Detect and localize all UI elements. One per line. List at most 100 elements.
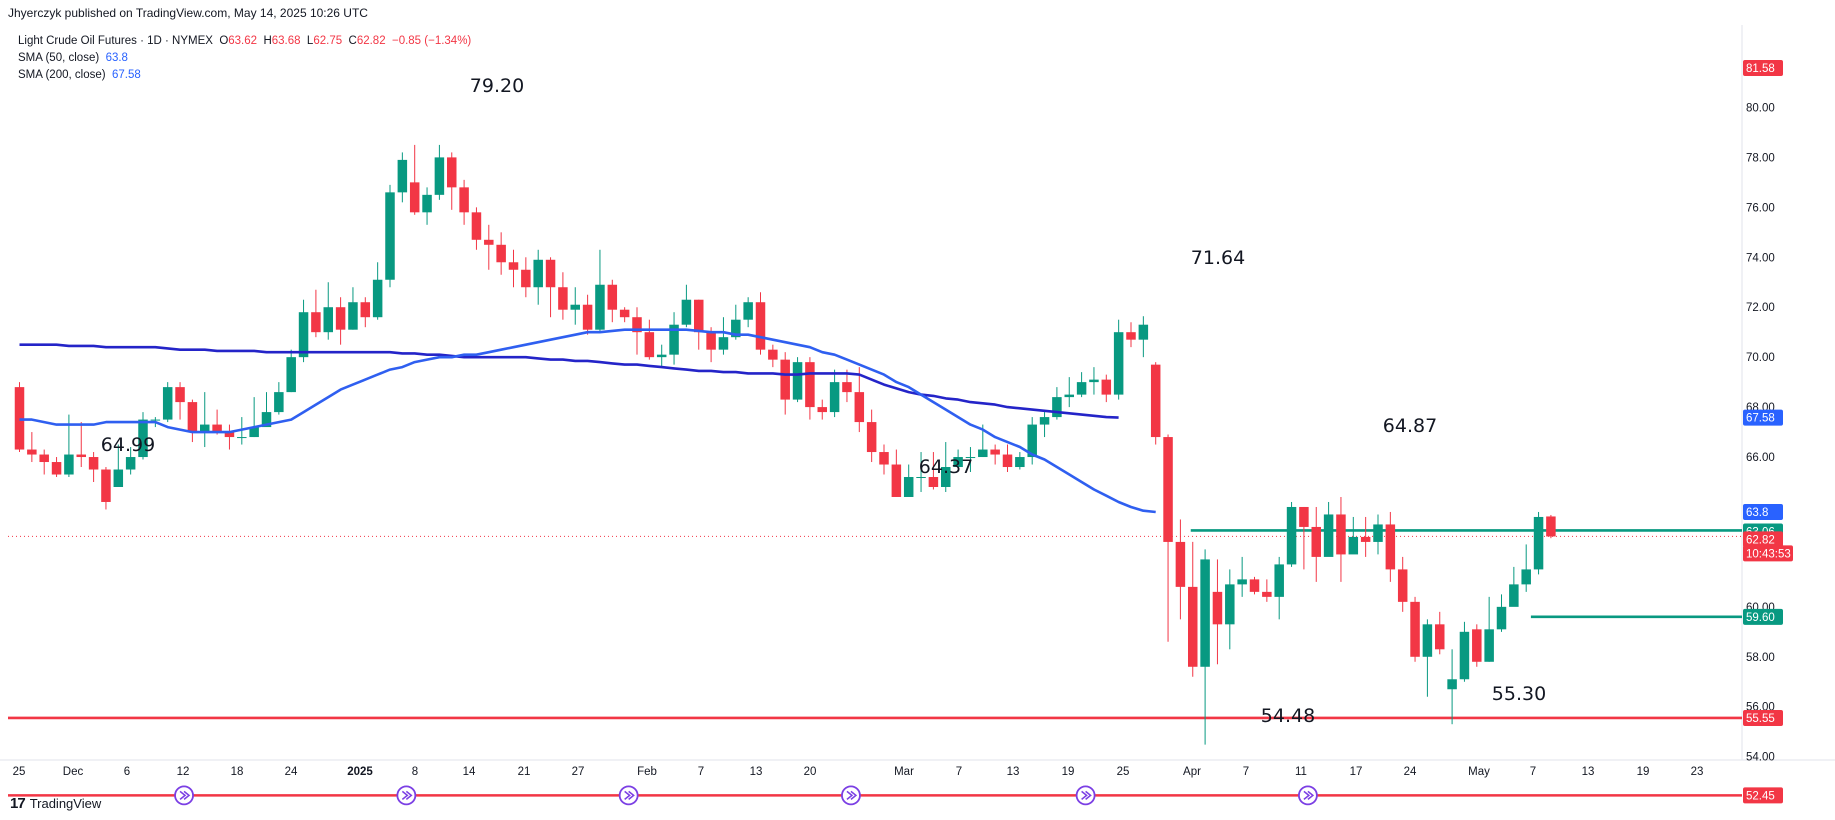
candle	[1237, 556, 1247, 597]
candle-body	[459, 187, 469, 213]
candle-body	[669, 324, 679, 355]
sma200-line	[19, 343, 1119, 419]
event-marker-icon[interactable]	[618, 785, 639, 806]
candle-body	[731, 319, 741, 338]
candle-body	[261, 412, 272, 428]
candle	[558, 272, 568, 320]
candle-body	[1373, 524, 1383, 542]
candle	[1089, 367, 1099, 395]
candle-body	[1237, 579, 1247, 585]
price-tag: 62.82	[1743, 531, 1783, 548]
close-label: C	[348, 35, 357, 47]
candle	[1484, 596, 1494, 662]
event-marker-icon[interactable]	[174, 785, 194, 806]
candle	[162, 382, 173, 423]
candle	[681, 284, 692, 328]
candle-body	[496, 244, 506, 263]
time-tick-label: 19	[1637, 766, 1650, 778]
time-tick-label: 7	[956, 766, 962, 778]
candle	[990, 444, 1000, 465]
candle	[496, 232, 506, 275]
candle-body	[434, 157, 445, 195]
price-tag: 81.58	[1743, 60, 1783, 76]
candle-body	[298, 312, 309, 358]
price-tag-label: 81.58	[1746, 63, 1775, 75]
candle	[138, 412, 148, 460]
event-marker-arrows	[624, 790, 635, 800]
candle	[1373, 514, 1383, 555]
candle-body	[656, 354, 667, 358]
price-tag-box	[1743, 409, 1783, 426]
candle	[866, 409, 877, 463]
candle-body	[718, 337, 729, 350]
candle	[14, 382, 25, 453]
candle-body	[348, 302, 358, 330]
candle	[595, 249, 605, 333]
candle-body	[916, 477, 926, 479]
candle	[1064, 377, 1074, 408]
event-marker-icon[interactable]	[1075, 785, 1096, 806]
event-marker-icon[interactable]	[1298, 785, 1318, 806]
candle-body	[595, 284, 605, 330]
candle	[1546, 514, 1556, 539]
time-tick-label: 11	[1295, 766, 1307, 778]
candle	[879, 444, 889, 475]
tradingview-brand[interactable]: 17 TradingView	[10, 795, 101, 812]
candle	[1410, 596, 1420, 662]
event-marker-arrows	[846, 790, 858, 800]
candle-body	[447, 157, 457, 188]
candle-body	[755, 302, 766, 350]
price-tag-label: 67.58	[1746, 413, 1775, 425]
candle	[903, 464, 914, 497]
time-tick-label: 14	[463, 766, 476, 778]
event-marker-arrows	[1303, 790, 1315, 800]
time-tick-label: 13	[750, 766, 763, 778]
event-marker-icon[interactable]	[396, 785, 417, 806]
candle	[768, 344, 778, 368]
candle-body	[829, 382, 840, 413]
candle	[187, 399, 198, 443]
price-tag-box	[1743, 608, 1783, 625]
candle	[1336, 496, 1346, 582]
candle-body	[39, 454, 49, 463]
candle-body	[360, 302, 371, 318]
candle	[51, 457, 62, 478]
time-tick-label: 7	[1530, 766, 1536, 778]
candle-body	[64, 454, 74, 475]
candle-body	[632, 317, 642, 333]
candle	[521, 257, 531, 298]
candle	[1496, 594, 1507, 632]
candle	[1101, 374, 1112, 403]
candle	[447, 152, 457, 210]
candle-body	[1002, 454, 1013, 468]
price-annotation: 71.64	[1191, 247, 1245, 269]
candle-body	[1533, 516, 1544, 570]
event-marker-icon[interactable]	[841, 785, 861, 806]
price-tag: 59.60	[1743, 608, 1783, 625]
sma200-row[interactable]: SMA (200, close) 67.58	[18, 67, 471, 84]
candle	[941, 442, 951, 492]
price-tick-label: 58.00	[1746, 652, 1775, 664]
candle	[508, 249, 519, 288]
time-tick-label: 19	[1062, 766, 1075, 778]
symbol-name[interactable]: Light Crude Oil Futures · 1D · NYMEX	[18, 35, 213, 47]
candle-body	[1076, 382, 1087, 395]
candle	[1286, 501, 1297, 567]
candle-body	[521, 269, 531, 288]
time-tick-label: 18	[231, 766, 244, 778]
sma50-line	[19, 328, 1156, 514]
candle	[1150, 362, 1161, 445]
price-tag-label: 55.55	[1746, 713, 1775, 725]
sma50-row[interactable]: SMA (50, close) 63.8	[18, 50, 471, 67]
tradingview-logo-icon: 17	[10, 795, 26, 812]
candle-body	[792, 362, 803, 400]
candle-body	[903, 477, 914, 497]
candle-body	[1126, 332, 1136, 340]
candle	[1212, 559, 1223, 665]
candle	[1163, 434, 1173, 642]
candle-body	[879, 452, 889, 465]
candle-body	[385, 192, 395, 280]
candle-body	[1348, 536, 1359, 555]
candle	[718, 317, 729, 355]
